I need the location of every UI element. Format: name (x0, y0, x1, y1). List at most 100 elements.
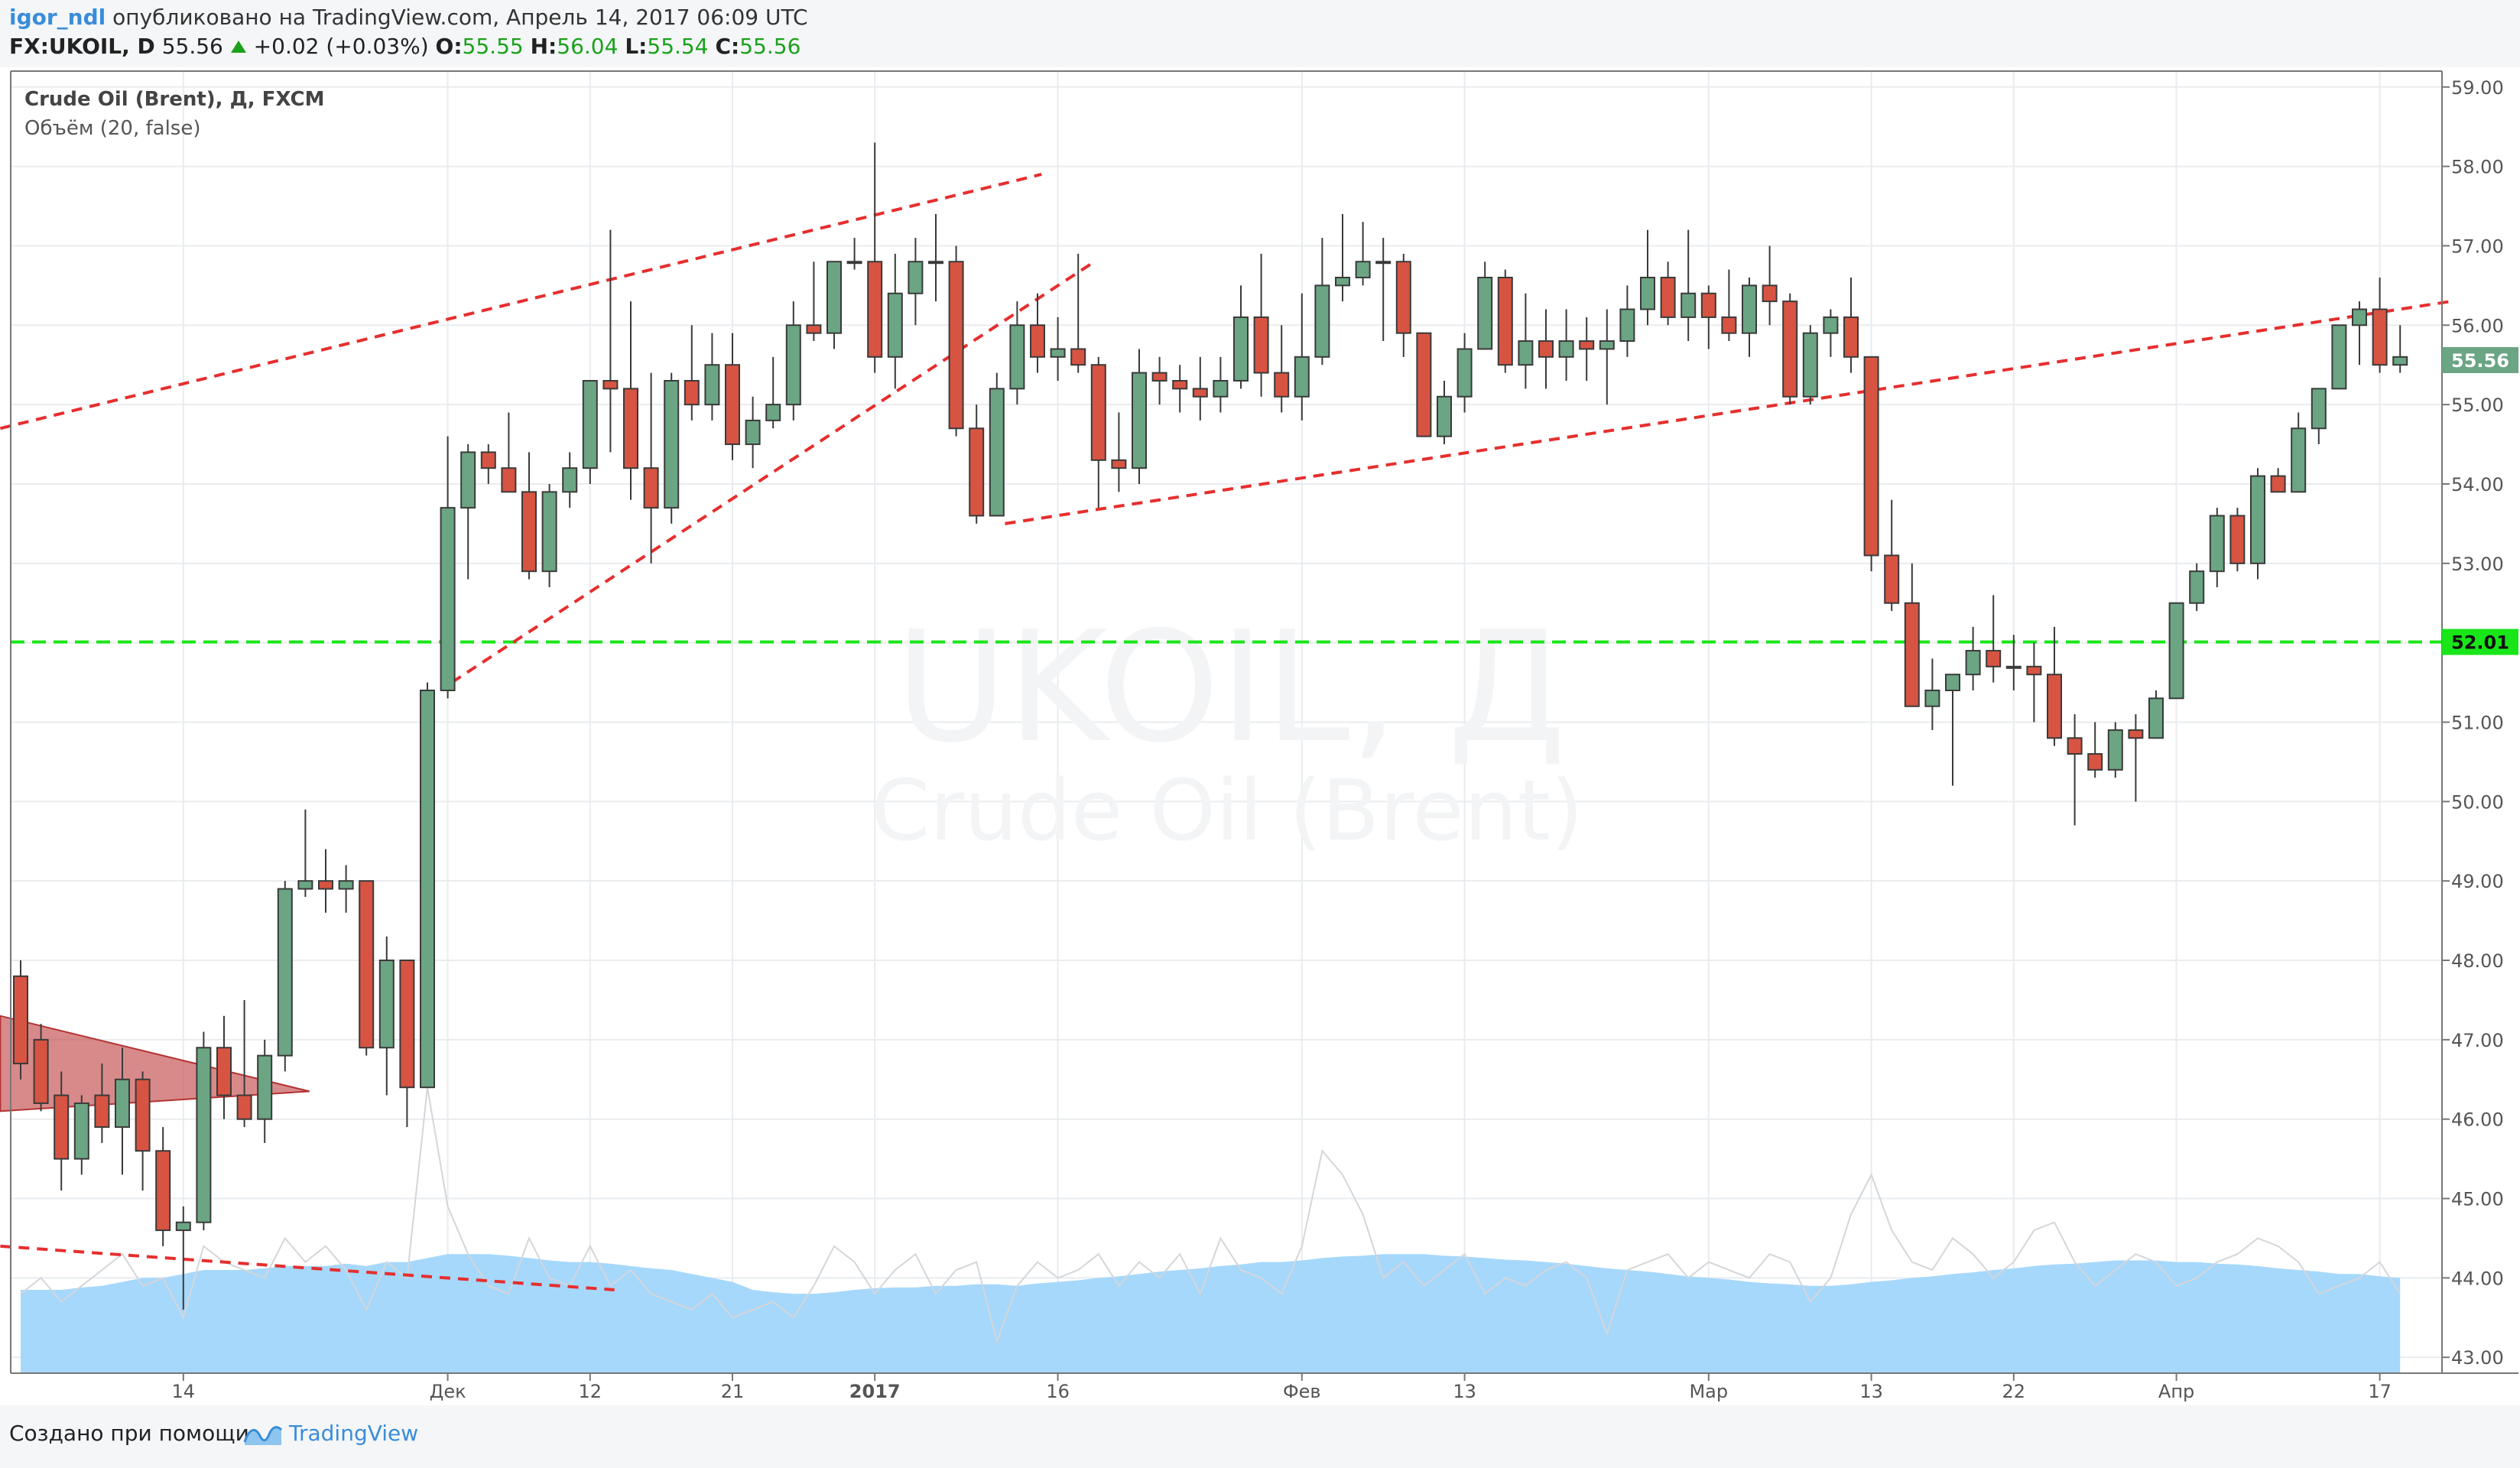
price-axis[interactable]: 43.00 44.00 45.00 46.00 47.00 48.00 49.00 50.00… (2442, 77, 2504, 1369)
candle-body (1681, 292, 1697, 318)
candle-body (826, 261, 842, 334)
volume-ma-area (21, 1254, 2401, 1373)
candle (297, 809, 313, 897)
candle-body (399, 960, 415, 1089)
candle (277, 881, 293, 1072)
candle-body (1762, 284, 1778, 303)
x-tick-label: 13 (1453, 1381, 1476, 1402)
candle (1172, 365, 1188, 413)
candle-body (1843, 316, 1859, 358)
candle (1965, 626, 1981, 690)
time-axis[interactable]: 14 Дек 12 21 2017 16 Фев 13 Мар 13 22 Апр 17 (172, 1373, 2392, 1402)
candle (1213, 356, 1229, 413)
candle (1802, 325, 1818, 405)
candle-body (338, 880, 354, 890)
candle (13, 960, 28, 1080)
candle (2291, 412, 2307, 493)
candle (1823, 309, 1839, 357)
candle (2352, 301, 2367, 365)
y-tick-label: 59.00 (2451, 77, 2504, 99)
candle (2229, 508, 2246, 572)
candle-body (54, 1094, 70, 1160)
ohlc-bar: FX:UKOIL, D 55.56 +0.02 (+0.03%) O:55.55… (9, 34, 800, 59)
candle-body (1782, 300, 1798, 398)
candle (846, 238, 862, 270)
candle-body (1355, 261, 1371, 278)
candle (2047, 626, 2062, 746)
candle-body (1111, 459, 1127, 469)
author-link[interactable]: igor_ndl (9, 5, 106, 30)
candle (359, 880, 375, 1056)
y-tick-label: 45.00 (2451, 1189, 2504, 1210)
candle (1009, 301, 1025, 405)
candle (765, 356, 781, 429)
candle (196, 1031, 212, 1231)
candle-body (1904, 602, 1920, 707)
candle (420, 682, 435, 1089)
candle (745, 396, 761, 469)
watermark: UKOIL, Д Crude Oil (Brent) (871, 599, 1583, 859)
candle (623, 301, 638, 500)
candle-body (1742, 284, 1757, 334)
candle (1111, 412, 1127, 492)
candle-body (2026, 665, 2042, 676)
volume-indicator (20, 1087, 2401, 1373)
last-price: 55.56 (161, 34, 223, 59)
candle-body (1863, 356, 1879, 557)
candle (460, 444, 476, 580)
level-price-label: 52.01 (2451, 632, 2509, 654)
candle (1599, 309, 1615, 405)
candle-body (1945, 674, 1960, 691)
candle-body (2331, 324, 2347, 390)
x-tick-label: 14 (172, 1381, 196, 1402)
x-tick-label: 16 (1046, 1381, 1070, 1402)
candle (826, 261, 842, 349)
candle-body (2128, 729, 2144, 739)
candle-body (2005, 665, 2022, 669)
last-price-label: 55.56 (2451, 350, 2509, 372)
candle-body (765, 404, 781, 421)
candle (2250, 468, 2265, 580)
watermark-symbol: UKOIL, Д (895, 599, 1567, 777)
candle-body (1335, 276, 1350, 287)
candle (1619, 285, 1635, 357)
candle (480, 444, 496, 484)
open-label: O: (435, 34, 463, 59)
trend-line (1005, 300, 2452, 525)
candle (399, 960, 415, 1128)
candle (704, 333, 720, 421)
drawings[interactable] (0, 173, 2452, 1291)
candle-body (2087, 753, 2103, 771)
candle-body (115, 1078, 130, 1129)
candle-body (13, 975, 28, 1065)
candle-body (460, 451, 476, 509)
candle-body (236, 1094, 252, 1120)
candles (13, 142, 2408, 1310)
candle-body (1233, 316, 1249, 382)
candle-body (1050, 348, 1066, 358)
candle (135, 1071, 151, 1191)
candle-body (2148, 697, 2164, 739)
candle (643, 372, 659, 563)
low-label: L: (625, 34, 648, 59)
candle-body (541, 491, 557, 573)
low-value: 55.54 (647, 34, 709, 59)
candle (94, 1064, 110, 1143)
watermark-name: Crude Oil (Brent) (871, 762, 1583, 859)
candle (664, 372, 680, 524)
candle-body (521, 491, 537, 573)
tradingview-logo-icon[interactable] (243, 1419, 283, 1450)
candle-body (135, 1078, 151, 1152)
candle-body (684, 379, 700, 406)
price-chart[interactable]: UKOIL, Д Crude Oil (Brent) 43.00 44.00 45.… (0, 67, 2520, 1405)
candle-body (1274, 372, 1290, 398)
candle-body (1802, 332, 1818, 398)
candle (501, 412, 517, 493)
candle-body (175, 1221, 191, 1232)
candle (1416, 332, 1432, 437)
tradingview-link[interactable]: TradingView (289, 1421, 419, 1446)
candle-body (969, 427, 985, 517)
candle-body (73, 1102, 89, 1160)
y-tick-label: 56.00 (2451, 315, 2504, 336)
candle (1151, 356, 1167, 405)
